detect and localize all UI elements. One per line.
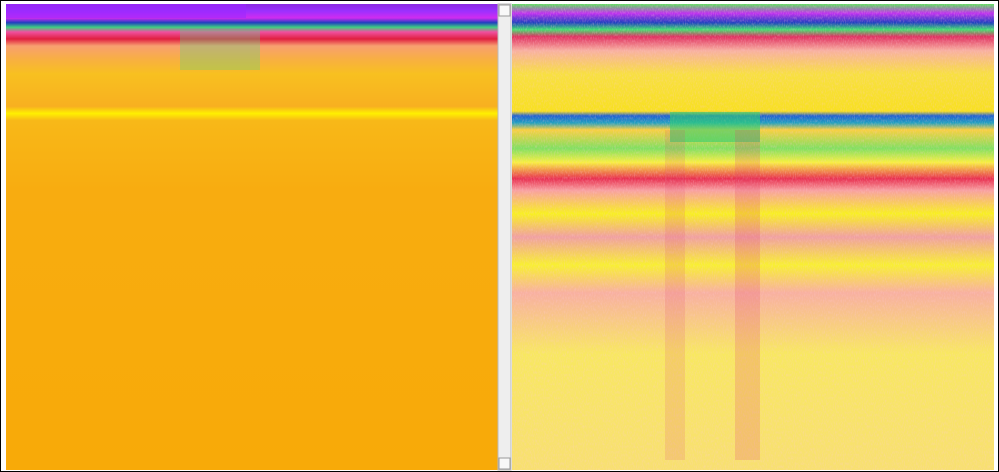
scroll-up[interactable] xyxy=(499,5,510,16)
left-anomaly xyxy=(180,30,260,70)
scroll-down[interactable] xyxy=(499,458,510,469)
scrollbar[interactable] xyxy=(498,4,511,470)
right-vertical-anomaly-2 xyxy=(665,130,685,460)
left-radargram xyxy=(6,4,498,470)
right-vertical-anomaly xyxy=(735,130,760,460)
page xyxy=(0,0,999,472)
radargram-viewer xyxy=(0,0,999,472)
left-top-band xyxy=(6,4,246,18)
